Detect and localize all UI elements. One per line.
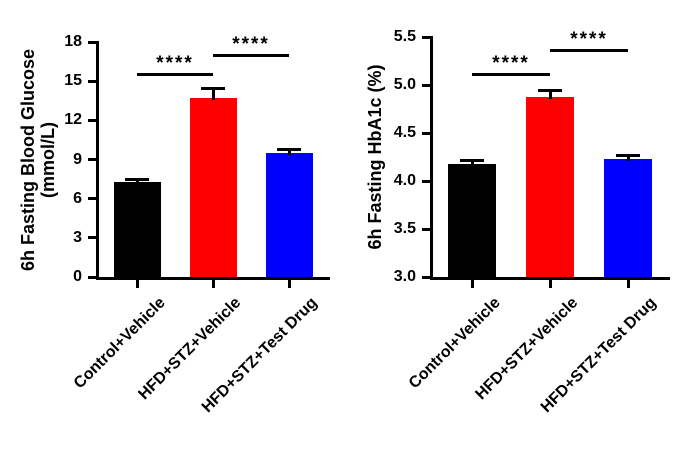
error-bar-stem <box>211 87 215 101</box>
significance-stars: **** <box>492 52 530 74</box>
y-tick <box>422 275 430 279</box>
blood-glucose-chart: 6h Fasting Blood Glucose (mmol/L) 0 3 6 9 12 15… <box>18 33 330 416</box>
y-tick-label: 3 <box>73 228 82 246</box>
y-tick <box>88 79 96 83</box>
bar-hfd-stz-vehicle <box>526 97 574 277</box>
y-tick <box>88 197 96 201</box>
y-tick-label: 5.5 <box>393 28 416 45</box>
y-tick <box>88 40 96 44</box>
bar-control-vehicle <box>113 181 161 277</box>
y-tick <box>422 131 430 135</box>
significance-line <box>472 72 550 76</box>
y-tick-label: 9 <box>73 150 82 168</box>
y-axis <box>96 41 99 280</box>
significance-stars: **** <box>232 33 270 55</box>
x-tick <box>287 280 291 288</box>
y-tick <box>422 35 430 39</box>
y-tick-label: 12 <box>64 111 82 129</box>
x-tick <box>135 280 139 288</box>
y-tick <box>422 227 430 231</box>
error-bar-cap <box>125 178 149 182</box>
y-tick-label: 3.5 <box>393 220 416 237</box>
y-tick-label: 4.5 <box>393 124 416 141</box>
significance-line <box>137 73 213 77</box>
y-axis <box>430 36 433 280</box>
error-bar-stem <box>135 179 139 184</box>
error-bar-cap <box>460 158 484 162</box>
error-bar-stem <box>287 149 291 155</box>
y-tick <box>88 118 96 122</box>
error-bar-cap <box>616 154 640 158</box>
x-tick <box>211 280 215 288</box>
x-tick <box>626 280 630 288</box>
error-bar-stem <box>470 159 474 166</box>
bar-hfd-stz-test-drug <box>265 152 313 277</box>
error-bar-cap <box>538 88 562 92</box>
y-tick-label: 15 <box>64 72 82 90</box>
error-bar-stem <box>548 89 552 100</box>
significance-line <box>550 49 628 53</box>
significance-line <box>213 53 289 57</box>
y-tick-label: 4.0 <box>393 172 416 189</box>
bar-control-vehicle <box>448 163 496 277</box>
error-bar-cap <box>277 148 301 152</box>
error-bar-stem <box>626 155 630 161</box>
y-tick <box>422 83 430 87</box>
bar-hfd-stz-test-drug <box>604 158 652 277</box>
y-tick <box>88 275 96 279</box>
significance-stars: **** <box>570 29 608 51</box>
y-tick <box>88 158 96 161</box>
x-tick <box>470 280 474 288</box>
y-tick <box>88 236 96 240</box>
y-tick-label: 3.0 <box>393 268 416 285</box>
significance-stars: **** <box>156 53 194 75</box>
bar-hfd-stz-vehicle <box>189 98 237 277</box>
error-bar-cap <box>201 86 225 90</box>
y-tick-label: 6 <box>73 189 82 207</box>
y-tick-label: 5.0 <box>393 76 416 93</box>
x-tick <box>548 280 552 288</box>
hba1c-chart: 6h Fasting HbA1c (%) 3.0 3.5 4.0 4.5 5.0 5.5 Co… <box>339 0 678 462</box>
x-axis <box>96 277 330 280</box>
y-tick-label: 18 <box>64 33 82 50</box>
y-tick <box>422 179 430 183</box>
y-tick-label: 0 <box>73 268 82 285</box>
x-axis <box>430 277 670 280</box>
